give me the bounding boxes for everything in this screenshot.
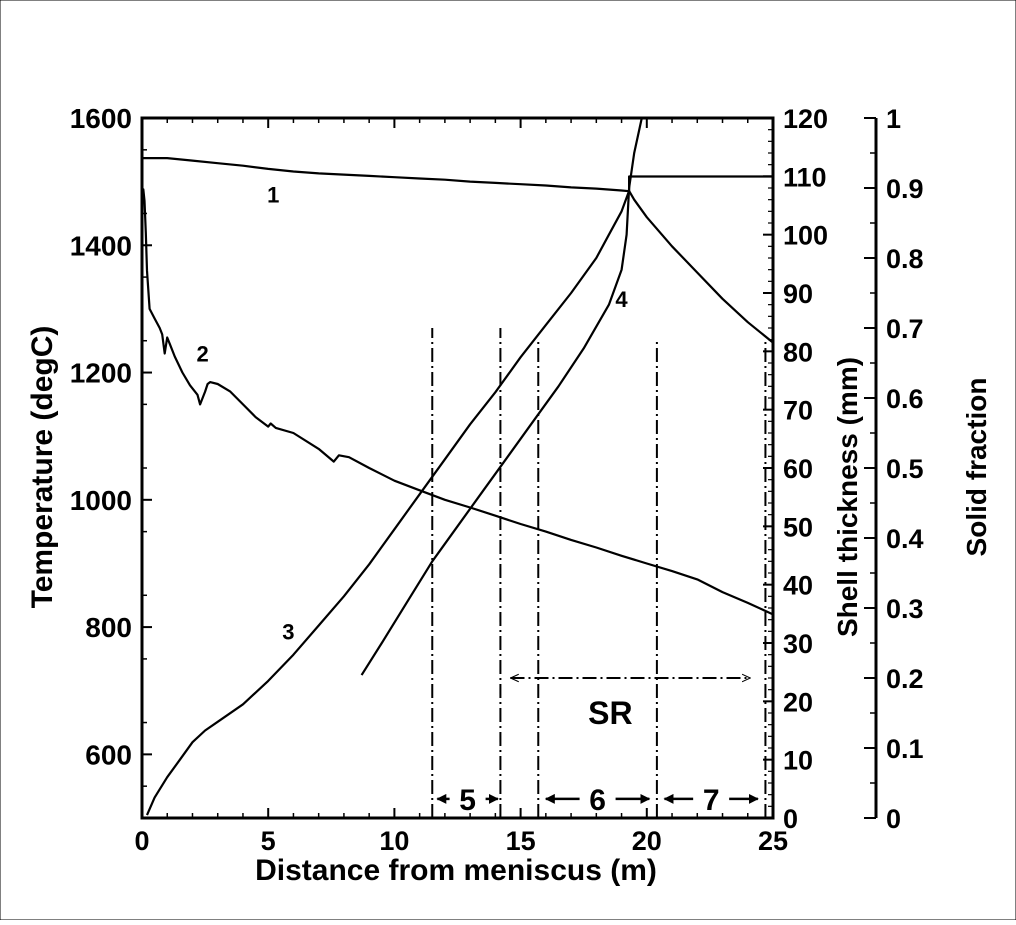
zone-label-6: 6 [589, 784, 606, 817]
y-left-tick-label: 1600 [70, 103, 132, 134]
series-line-2 [142, 188, 773, 616]
y-right-tick-label: 40 [783, 571, 813, 601]
x-axis-label: Distance from meniscus (m) [255, 854, 657, 887]
annotations: SR 5 6 7 [436, 678, 759, 817]
y-right-tick-label: 60 [783, 454, 813, 484]
x-tick-label: 20 [632, 826, 662, 856]
outer-tick-label: 0.7 [886, 314, 924, 344]
series-label-4: 4 [615, 287, 628, 312]
outer-tick-label: 1 [886, 104, 901, 134]
x-tick-label: 10 [379, 826, 409, 856]
y-axis-left-label: Temperature (degC) [26, 326, 59, 609]
y-left-tick-label: 1400 [70, 230, 132, 261]
vertical-lines [431, 328, 767, 818]
x-tick-label: 25 [758, 826, 788, 856]
outer-tick-label: 0.8 [886, 244, 924, 274]
series-line-3 [145, 189, 773, 816]
y-left-tick-label: 1200 [70, 358, 132, 389]
series-line-4 [360, 118, 643, 676]
x-tick-label: 0 [134, 826, 149, 856]
outer-tick-label: 0.5 [886, 454, 924, 484]
outer-tick-label: 0.6 [886, 384, 924, 414]
y-right-tick-label: 90 [783, 279, 813, 309]
outer-tick-label: 0 [886, 804, 901, 834]
series-label-2: 2 [196, 341, 208, 366]
outer-tick-label: 0.9 [886, 174, 924, 204]
zone-label-5: 5 [459, 784, 476, 817]
y-axis-right-label: Shell thickness (mm) [832, 357, 863, 637]
outer-tick-label: 0.1 [886, 734, 924, 764]
y-axis-outer-label: Solid fraction [961, 378, 992, 557]
series-label-3: 3 [282, 619, 294, 644]
outer-tick-label: 0.3 [886, 594, 924, 624]
axes: 0 5 10 15 20 25600800100012001400160001020304… [70, 103, 924, 856]
x-tick-label: 15 [506, 826, 536, 856]
y-left-tick-label: 600 [85, 739, 132, 770]
y-right-tick-label: 20 [783, 687, 813, 717]
series-lines: 1 2 3 4 [142, 118, 773, 816]
series-label-1: 1 [267, 182, 279, 207]
outer-tick-label: 0.2 [886, 664, 924, 694]
y-left-tick-label: 1000 [70, 485, 132, 516]
y-right-tick-label: 110 [783, 162, 827, 192]
y-right-tick-label: 100 [783, 221, 828, 251]
y-right-tick-label: 10 [783, 746, 813, 776]
y-right-tick-label: 30 [783, 629, 813, 659]
outer-tick-label: 0.4 [886, 524, 924, 554]
x-tick-label: 5 [261, 826, 276, 856]
y-left-tick-label: 800 [85, 612, 132, 643]
y-right-tick-label: 80 [783, 337, 813, 367]
zone-label-7: 7 [703, 784, 720, 817]
y-right-tick-label: 50 [783, 512, 813, 542]
y-right-tick-label: 0 [783, 804, 798, 834]
y-right-tick-label: 70 [783, 396, 813, 426]
sr-label: SR [588, 695, 632, 731]
y-right-tick-label: 120 [783, 104, 828, 134]
series-line-1 [142, 157, 773, 193]
